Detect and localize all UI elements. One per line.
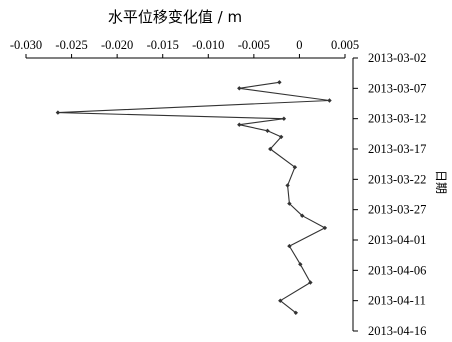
data-point (268, 146, 273, 152)
series-layer (55, 80, 332, 315)
y-tick-label: 2013-04-11 (368, 294, 426, 308)
x-tick-label: -0.010 (192, 38, 224, 52)
x-tick-label: -0.025 (55, 38, 87, 52)
data-point (298, 262, 303, 267)
data-point (55, 110, 61, 115)
data-point (237, 122, 242, 127)
y-tick-label: 2013-03-12 (368, 112, 426, 126)
x-axis-title: 水平位移变化值 / m (108, 8, 242, 26)
x-tick-label: -0.030 (10, 38, 42, 52)
series-line (57, 81, 331, 314)
data-point (308, 280, 313, 285)
data-point (279, 134, 284, 140)
data-point (285, 183, 290, 188)
x-tick-label: -0.015 (147, 38, 179, 52)
data-point (322, 225, 328, 231)
y-axis-title: 日期 (434, 170, 448, 194)
y-tick-label: 2013-03-02 (368, 51, 426, 65)
x-tick-label: -0.005 (238, 38, 270, 52)
data-point (287, 243, 292, 249)
y-tick-label: 2013-03-07 (368, 81, 426, 95)
data-point (265, 128, 270, 133)
y-axis: 2013-03-02 2013-03-07 2013-03-12 2013-03-17… (352, 51, 426, 338)
data-point (300, 213, 305, 218)
y-tick-label: 2013-03-22 (368, 172, 426, 186)
x-tick-label: 0 (296, 38, 302, 52)
data-point (327, 98, 332, 103)
x-tick-label: 0.005 (331, 38, 359, 52)
x-tick-label: -0.020 (101, 38, 133, 52)
data-point (293, 310, 298, 315)
data-point (277, 80, 282, 85)
y-tick-label: 2013-03-27 (368, 203, 426, 217)
data-point (292, 165, 298, 170)
y-tick-label: 2013-04-01 (368, 233, 426, 247)
data-point (237, 86, 242, 91)
data-point (287, 201, 292, 206)
y-tick-label: 2013-04-16 (368, 324, 426, 338)
x-axis: -0.030 -0.025 -0.020 -0.015 -0.010 -0.005 0 0.0… (10, 38, 359, 59)
data-point (281, 116, 287, 121)
data-point (278, 298, 283, 303)
y-tick-label: 2013-04-06 (368, 263, 426, 277)
y-tick-label: 2013-03-17 (368, 142, 426, 156)
